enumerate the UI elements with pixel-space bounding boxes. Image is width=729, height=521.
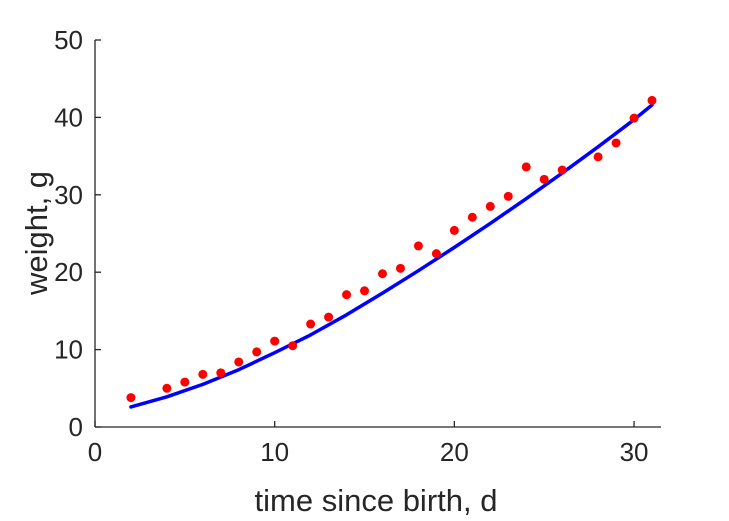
data-point bbox=[629, 113, 639, 123]
x-tick-label: 30 bbox=[620, 437, 649, 467]
y-axis-label: weight, g bbox=[19, 171, 54, 296]
data-point bbox=[413, 241, 423, 251]
data-point bbox=[503, 191, 513, 201]
data-point bbox=[198, 369, 208, 379]
x-tick-label: 20 bbox=[440, 437, 469, 467]
data-points-layer bbox=[126, 95, 657, 403]
x-tick-label: 0 bbox=[88, 437, 102, 467]
data-point bbox=[647, 95, 657, 105]
data-point bbox=[288, 341, 298, 351]
data-point bbox=[270, 336, 280, 346]
data-point bbox=[234, 357, 244, 367]
y-tick-label: 0 bbox=[69, 412, 83, 442]
y-tick-label: 30 bbox=[54, 180, 83, 210]
data-point bbox=[180, 377, 190, 387]
data-point bbox=[467, 212, 477, 222]
y-tick-label: 40 bbox=[54, 102, 83, 132]
data-point bbox=[342, 290, 352, 300]
data-point bbox=[611, 138, 621, 148]
data-point bbox=[521, 162, 531, 172]
data-point bbox=[360, 286, 370, 296]
data-point bbox=[539, 174, 549, 184]
data-point bbox=[485, 201, 495, 211]
x-tick-label: 10 bbox=[260, 437, 289, 467]
data-point bbox=[306, 319, 316, 329]
axes: 0 10 20 30 0 10 20 30 40 50 bbox=[54, 25, 661, 467]
y-tick-label: 20 bbox=[54, 257, 83, 287]
data-point bbox=[216, 368, 226, 378]
data-point bbox=[557, 165, 567, 175]
data-point bbox=[324, 312, 334, 322]
data-point bbox=[162, 383, 172, 393]
data-point bbox=[449, 225, 459, 235]
data-point bbox=[377, 269, 387, 279]
data-point bbox=[593, 152, 603, 162]
x-axis-label: time since birth, d bbox=[255, 483, 498, 518]
data-point bbox=[395, 263, 405, 273]
y-tick-label: 10 bbox=[54, 335, 83, 365]
data-point bbox=[431, 249, 441, 259]
data-point bbox=[126, 393, 136, 403]
data-point bbox=[252, 347, 262, 357]
y-tick-label: 50 bbox=[54, 25, 83, 55]
